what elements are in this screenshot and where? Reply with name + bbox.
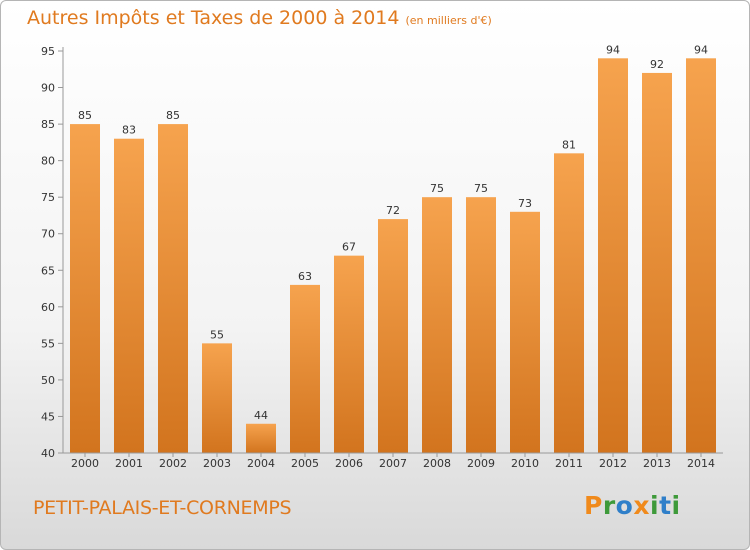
bar xyxy=(598,58,628,454)
y-tick-label: 95 xyxy=(41,45,55,58)
logo-letter: P xyxy=(584,491,603,520)
x-tick-label: 2003 xyxy=(203,457,231,470)
y-tick-label: 65 xyxy=(41,264,55,277)
y-tick-label: 80 xyxy=(41,155,55,168)
x-tick-label: 2008 xyxy=(423,457,451,470)
y-tick-label: 40 xyxy=(41,447,55,460)
bar xyxy=(378,219,408,453)
x-tick-label: 2002 xyxy=(159,457,187,470)
logo-letter: r xyxy=(602,491,616,520)
proxiti-logo: Proxiti xyxy=(584,491,681,520)
x-tick-label: 2007 xyxy=(379,457,407,470)
x-tick-label: 2000 xyxy=(71,457,99,470)
bar-value-label: 94 xyxy=(694,43,708,56)
bar xyxy=(202,343,232,453)
x-tick-label: 2014 xyxy=(687,457,715,470)
chart-title: Autres Impôts et Taxes de 2000 à 2014 xyxy=(27,7,400,29)
bar xyxy=(290,284,320,453)
x-tick-label: 2012 xyxy=(599,457,627,470)
y-tick-label: 75 xyxy=(41,191,55,204)
x-tick-label: 2011 xyxy=(555,457,583,470)
bar-value-label: 63 xyxy=(298,270,312,283)
logo-letter: i xyxy=(671,491,681,520)
y-tick-label: 70 xyxy=(41,228,55,241)
y-tick-label: 45 xyxy=(41,410,55,423)
x-tick-label: 2001 xyxy=(115,457,143,470)
bar-value-label: 73 xyxy=(518,197,532,210)
bar xyxy=(158,124,188,453)
bar xyxy=(70,124,100,453)
commune-name: PETIT-PALAIS-ET-CORNEMPS xyxy=(33,497,292,519)
bar xyxy=(334,255,364,453)
logo-letter: i xyxy=(650,491,660,520)
bar-value-label: 94 xyxy=(606,43,620,56)
bar-value-label: 72 xyxy=(386,204,400,217)
bar-value-label: 92 xyxy=(650,58,664,71)
bar xyxy=(686,58,716,454)
y-tick-label: 55 xyxy=(41,337,55,350)
x-tick-label: 2013 xyxy=(643,457,671,470)
bar xyxy=(510,211,540,453)
logo-letter: x xyxy=(633,491,650,520)
y-tick-label: 85 xyxy=(41,118,55,131)
bar-value-label: 85 xyxy=(166,109,180,122)
bar xyxy=(642,72,672,453)
bars-group: 85 83 85 55 44 63 67 72 75 75 73 81 94 92 94 xyxy=(70,43,716,454)
chart-unit: (en milliers d'€) xyxy=(405,14,492,27)
bar-value-label: 67 xyxy=(342,241,356,254)
x-tick-label: 2006 xyxy=(335,457,363,470)
x-tick-label: 2010 xyxy=(511,457,539,470)
y-tick-label: 60 xyxy=(41,301,55,314)
logo-letter: o xyxy=(615,491,634,520)
bar-value-label: 75 xyxy=(430,182,444,195)
y-tick-label: 50 xyxy=(41,374,55,387)
x-tick-label: 2009 xyxy=(467,457,495,470)
bar xyxy=(114,138,144,453)
bar xyxy=(422,197,452,453)
y-tick-label: 90 xyxy=(41,82,55,95)
bar-value-label: 75 xyxy=(474,182,488,195)
x-tick-label: 2005 xyxy=(291,457,319,470)
x-tick-label: 2004 xyxy=(247,457,275,470)
bar-value-label: 55 xyxy=(210,328,224,341)
bar xyxy=(246,423,276,453)
bar-value-label: 85 xyxy=(78,109,92,122)
logo-letter: t xyxy=(659,491,672,520)
bar-value-label: 81 xyxy=(562,138,576,151)
chart-title-block: Autres Impôts et Taxes de 2000 à 2014 (en… xyxy=(27,7,492,29)
bar-value-label: 44 xyxy=(254,409,268,422)
bar xyxy=(554,153,584,453)
bar-value-label: 83 xyxy=(122,124,136,137)
axes-group: 40 45 50 55 60 65 70 75 80 85 90 95 2000 2001 2002 2003… xyxy=(41,45,723,470)
bar xyxy=(466,197,496,453)
